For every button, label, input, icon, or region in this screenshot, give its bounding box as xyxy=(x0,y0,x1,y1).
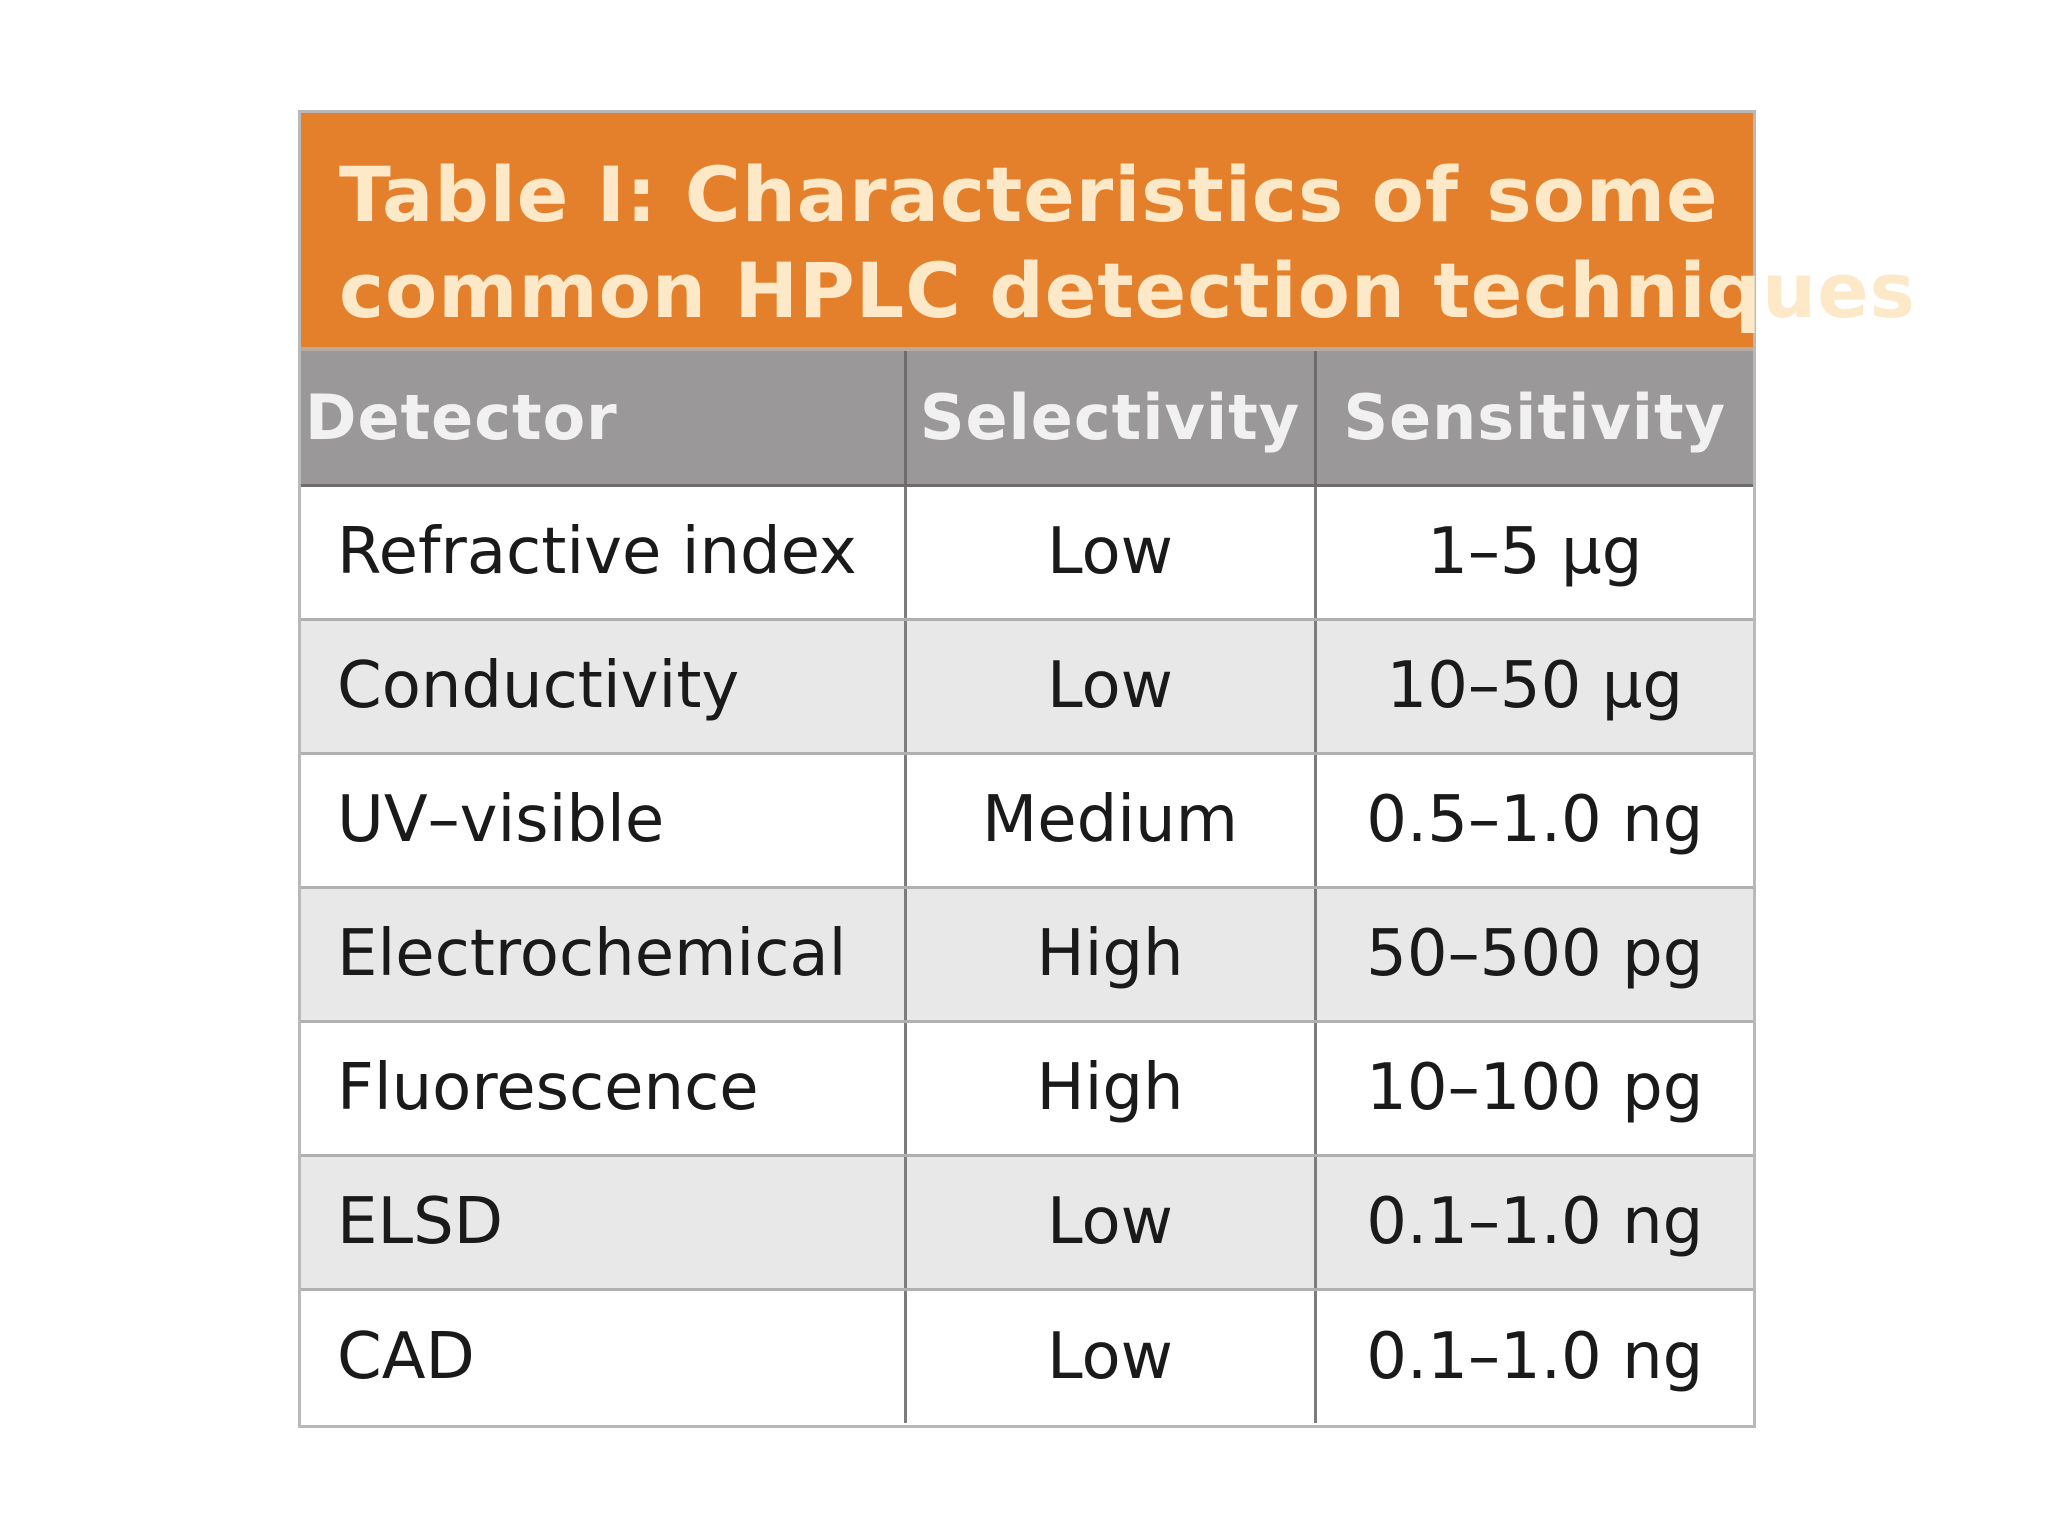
cell-sensitivity: 10–50 µg xyxy=(1315,619,1753,755)
cell-sensitivity: 50–500 pg xyxy=(1315,887,1753,1023)
header-row: Detector Selectivity Sensitivity xyxy=(301,351,1753,487)
cell-selectivity: Low xyxy=(905,619,1317,755)
cell-sensitivity: 1–5 µg xyxy=(1315,485,1753,621)
cell-selectivity: Low xyxy=(905,485,1317,621)
detection-techniques-table: Table I: Characteristics of some common … xyxy=(298,110,1916,1428)
cell-detector: ELSD xyxy=(301,1155,907,1291)
table-row: Fluorescence High 10–100 pg xyxy=(301,1021,1753,1157)
cell-selectivity: High xyxy=(905,887,1317,1023)
table-body: Refractive index Low 1–5 µg Conductivity… xyxy=(301,485,1753,1423)
cell-detector: Refractive index xyxy=(301,485,907,621)
table-row: Electrochemical High 50–500 pg xyxy=(301,887,1753,1023)
cell-sensitivity: 0.1–1.0 ng xyxy=(1366,1319,1704,1394)
cell-detector: UV–visible xyxy=(301,753,907,889)
table-row: ELSD Low 0.1–1.0 ng xyxy=(301,1155,1753,1291)
cell-detector: CAD xyxy=(301,1289,907,1423)
table-row: UV–visible Medium 0.5–1.0 ng xyxy=(301,753,1753,889)
cell-sensitivity: 0.1–1.0 ng xyxy=(1315,1155,1753,1291)
cell-detector: Fluorescence xyxy=(301,1021,907,1157)
column-header-selectivity: Selectivity xyxy=(905,351,1317,487)
column-header-detector: Detector xyxy=(301,351,907,487)
table-row: Conductivity Low 10–50 µg xyxy=(301,619,1753,755)
table-header: Detector Selectivity Sensitivity xyxy=(301,351,1753,487)
table-title: Table I: Characteristics of some common … xyxy=(301,113,1916,351)
table-title-line-2: common HPLC detection techniques xyxy=(339,246,1916,335)
cell-sensitivity: 10–100 pg xyxy=(1315,1021,1753,1157)
cell-sensitivity: 0.5–1.0 ng xyxy=(1315,753,1753,889)
cell-selectivity: High xyxy=(905,1021,1317,1157)
cell-selectivity: Low xyxy=(905,1289,1317,1423)
column-header-sensitivity: Sensitivity xyxy=(1315,351,1753,487)
data-table: Detector Selectivity Sensitivity Refract… xyxy=(301,351,1753,1423)
table-row: Refractive index Low 1–5 µg xyxy=(301,485,1753,621)
table-title-line-1: Table I: Characteristics of some xyxy=(339,150,1719,239)
table-row: CAD Low 0.1–1.0 ng xyxy=(301,1289,1753,1423)
cell-selectivity: Low xyxy=(905,1155,1317,1291)
cell-selectivity: Medium xyxy=(905,753,1317,889)
cell-detector: Electrochemical xyxy=(301,887,907,1023)
cell-detector: Conductivity xyxy=(301,619,907,755)
